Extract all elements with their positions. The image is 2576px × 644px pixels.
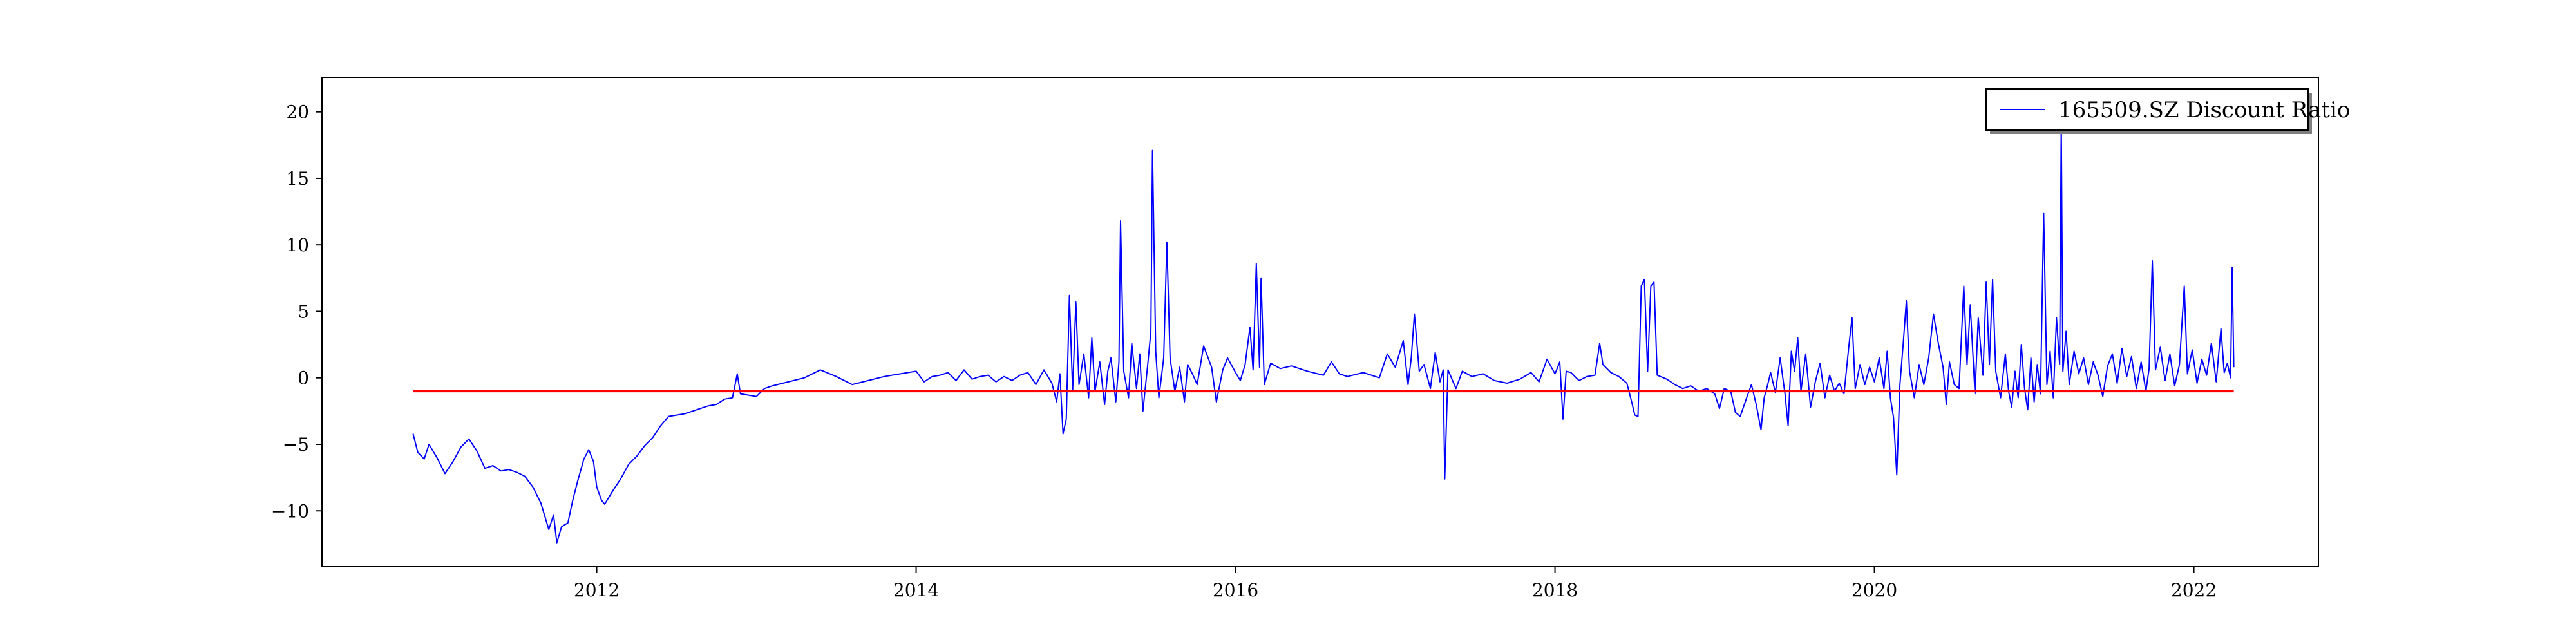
x-tick-label-2018: 2018 [1532,580,1578,601]
series-line-discount-ratio [412,123,2235,544]
y-tick-label--5: −5 [283,434,309,455]
y-tick-label-20: 20 [286,102,309,123]
plot-area [322,77,2318,567]
y-tick-label-0: 0 [298,368,309,389]
y-tick-label-5: 5 [298,301,309,322]
series-layer [412,123,2235,544]
legend: 165509.SZ Discount Ratio [1985,88,2350,134]
x-tick-label-2020: 2020 [1852,580,1897,601]
plot-background [322,77,2318,567]
y-tick-label-10: 10 [286,234,309,256]
legend-label-discount-ratio: 165509.SZ Discount Ratio [2058,97,2350,123]
y-tick-label-15: 15 [286,168,309,189]
y-tick-label--10: −10 [271,500,309,522]
axes-layer: 2012 2014 2016 2018 2020 2022 −10 −5 0 5 10 15 20 [271,77,2319,601]
x-tick-label-2016: 2016 [1213,580,1258,601]
x-tick-label-2022: 2022 [2171,580,2217,601]
x-tick-label-2012: 2012 [574,580,620,601]
axes-frame [321,77,2319,567]
x-tick-label-2014: 2014 [893,580,939,601]
